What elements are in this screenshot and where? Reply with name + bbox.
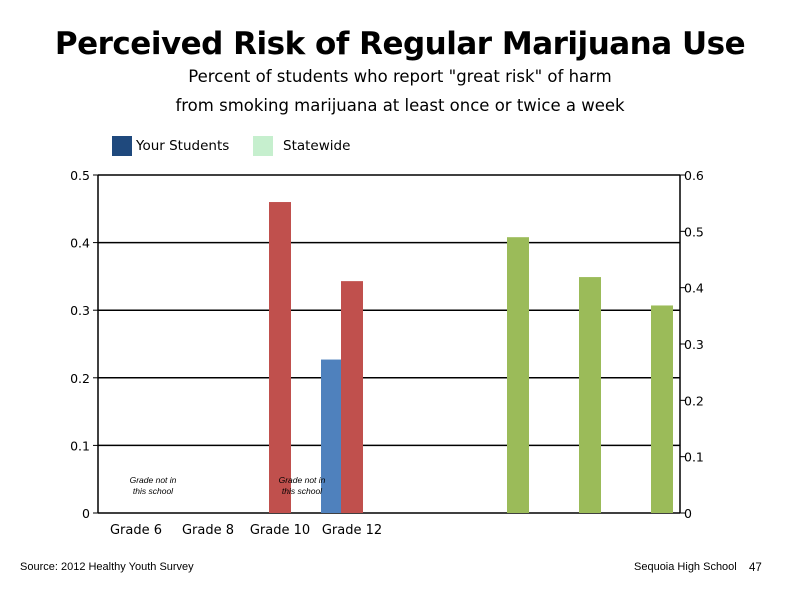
chart-subtitle-line-1: Percent of students who report "great ri… <box>188 67 612 86</box>
annotation-text: this school <box>282 486 323 496</box>
x-tick-label: Grade 10 <box>250 523 310 538</box>
legend-swatch-statewide <box>253 136 273 156</box>
bar <box>507 237 529 513</box>
annotation-text: Grade not in <box>130 475 177 485</box>
x-tick-label: Grade 8 <box>182 523 234 538</box>
y-tick-label-right: 0.5 <box>684 224 704 239</box>
x-tick-label: Grade 6 <box>110 523 162 538</box>
bar <box>651 305 673 513</box>
legend-label-statewide: Statewide <box>283 138 351 154</box>
legend-swatch-your-students <box>112 136 132 156</box>
bar <box>269 202 291 514</box>
page-number: 47 <box>749 562 762 574</box>
bar <box>321 359 343 513</box>
y-tick-label-right: 0.1 <box>684 450 704 465</box>
y-tick-label-right: 0.6 <box>684 168 704 183</box>
y-tick-label-left: 0.2 <box>70 371 90 386</box>
x-tick-label: Grade 12 <box>322 523 382 538</box>
y-tick-label-left: 0.1 <box>70 438 90 453</box>
legend-label-your-students: Your Students <box>136 138 230 154</box>
bar <box>579 277 601 513</box>
y-tick-label-right: 0 <box>684 506 692 521</box>
y-tick-label-left: 0.5 <box>70 168 90 183</box>
school-name: Sequoia High School <box>634 561 737 573</box>
y-tick-label-right: 0.4 <box>684 281 704 296</box>
y-tick-label-left: 0.4 <box>70 236 90 251</box>
annotation-text: this school <box>133 486 174 496</box>
y-tick-label-left: 0 <box>82 506 90 521</box>
source-note: Source: 2012 Healthy Youth Survey <box>20 561 194 573</box>
y-tick-label-right: 0.2 <box>684 393 704 408</box>
y-tick-label-left: 0.3 <box>70 303 90 318</box>
chart-subtitle-line-2: from smoking marijuana at least once or … <box>175 96 625 115</box>
chart-title: Perceived Risk of Regular Marijuana Use <box>54 26 746 62</box>
bar <box>341 281 363 513</box>
annotation-text: Grade not in <box>279 475 326 485</box>
y-tick-label-right: 0.3 <box>684 337 704 352</box>
